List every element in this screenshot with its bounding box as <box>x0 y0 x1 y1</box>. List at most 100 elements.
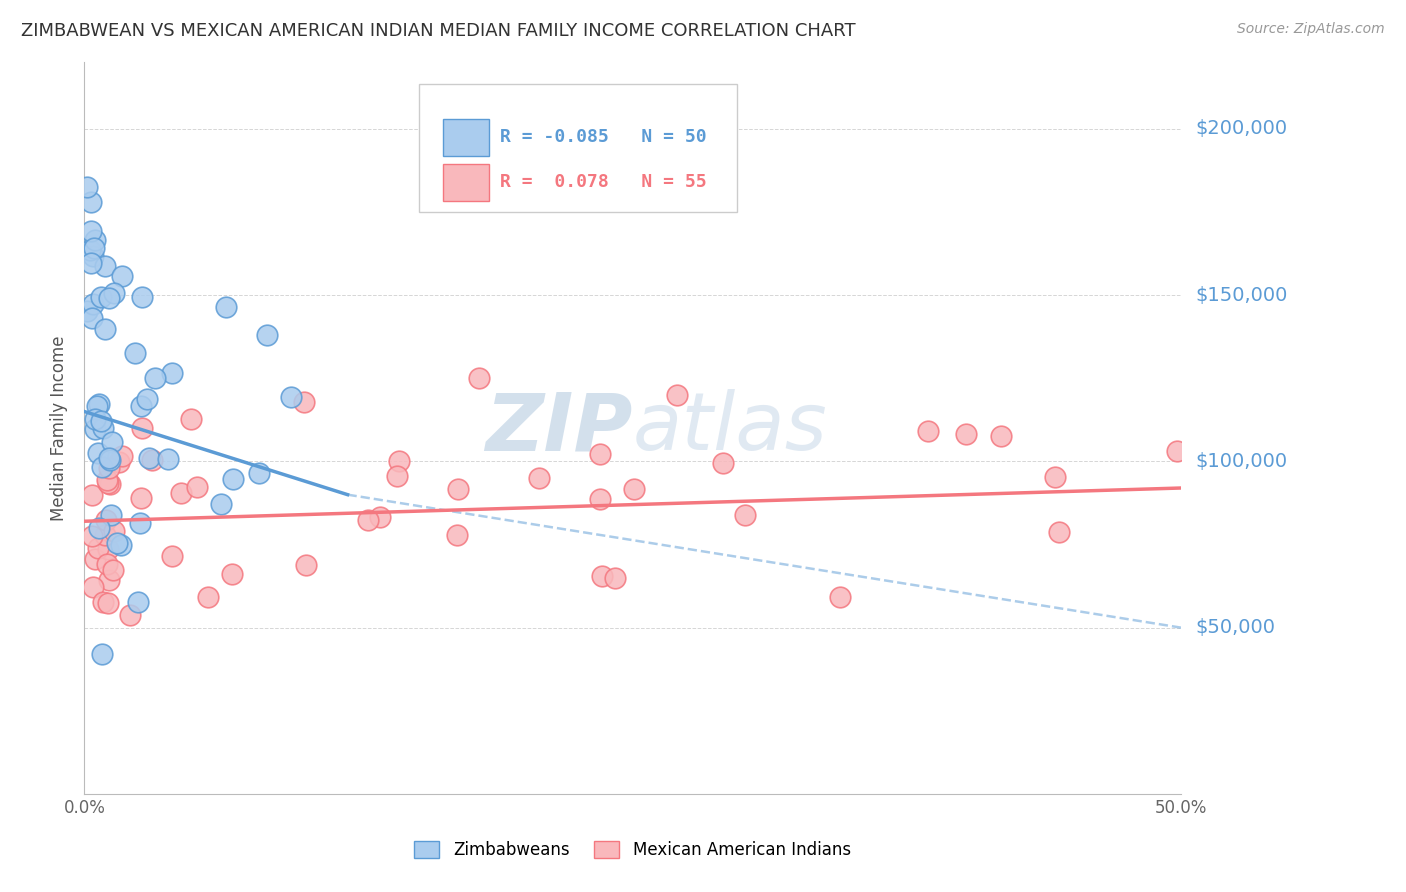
Point <box>103 286 125 301</box>
Text: Source: ZipAtlas.com: Source: ZipAtlas.com <box>1237 22 1385 37</box>
Point <box>917 424 939 438</box>
Text: R =  0.078   N = 55: R = 0.078 N = 55 <box>501 173 707 192</box>
Text: $100,000: $100,000 <box>1195 452 1286 471</box>
Point <box>82 297 104 311</box>
Point <box>101 434 124 449</box>
Point <box>446 528 468 542</box>
Point <box>107 455 129 469</box>
FancyBboxPatch shape <box>443 164 489 201</box>
Point <box>98 461 121 475</box>
Point <box>97 476 120 491</box>
Point <box>1047 524 1070 539</box>
Point <box>527 470 550 484</box>
Point <box>90 414 112 428</box>
Point <box>734 508 756 522</box>
Point <box>186 480 208 494</box>
Point <box>131 421 153 435</box>
Point <box>990 429 1012 443</box>
Point <box>129 516 152 530</box>
Point <box>387 469 409 483</box>
Point <box>447 483 470 497</box>
Text: ZIMBABWEAN VS MEXICAN AMERICAN INDIAN MEDIAN FAMILY INCOME CORRELATION CHART: ZIMBABWEAN VS MEXICAN AMERICAN INDIAN ME… <box>21 22 856 40</box>
Point <box>90 647 112 661</box>
Point <box>87 446 110 460</box>
Point <box>80 255 103 269</box>
Point <box>160 549 183 563</box>
Y-axis label: Median Family Income: Median Family Income <box>51 335 69 521</box>
Point <box>98 477 121 491</box>
Point <box>82 580 104 594</box>
Point <box>156 451 179 466</box>
Point <box>368 510 391 524</box>
Point <box>591 569 613 583</box>
Point <box>247 466 270 480</box>
Point <box>623 482 645 496</box>
Point <box>388 454 411 468</box>
Point <box>83 551 105 566</box>
Point <box>76 303 98 318</box>
Point <box>110 538 132 552</box>
Point <box>124 345 146 359</box>
Point <box>96 473 118 487</box>
Point <box>93 528 115 542</box>
Point <box>111 449 134 463</box>
Point <box>180 412 202 426</box>
Point <box>80 311 103 326</box>
Point <box>96 513 118 527</box>
Point <box>131 491 153 505</box>
Point <box>589 492 612 507</box>
Point <box>90 459 112 474</box>
Point <box>357 513 380 527</box>
Point <box>91 421 114 435</box>
Point <box>87 541 110 556</box>
Point <box>141 453 163 467</box>
FancyBboxPatch shape <box>443 119 489 155</box>
Point <box>1166 444 1188 458</box>
Point <box>221 566 243 581</box>
Point <box>215 301 238 315</box>
Point <box>91 595 114 609</box>
Point <box>955 427 977 442</box>
Point <box>89 521 111 535</box>
Point <box>100 508 122 522</box>
Point <box>76 179 98 194</box>
Point <box>80 194 103 209</box>
Point <box>209 497 232 511</box>
FancyBboxPatch shape <box>419 85 737 212</box>
Point <box>84 422 107 436</box>
Point <box>80 224 103 238</box>
Point <box>605 571 627 585</box>
Point <box>103 524 125 538</box>
Point <box>221 471 243 485</box>
Point <box>97 541 120 556</box>
Point <box>94 260 117 274</box>
Point <box>82 488 104 502</box>
Point <box>280 390 302 404</box>
Legend: Zimbabweans, Mexican American Indians: Zimbabweans, Mexican American Indians <box>415 840 851 859</box>
Point <box>197 590 219 604</box>
Point <box>84 233 107 247</box>
Point <box>96 558 118 572</box>
Text: atlas: atlas <box>633 389 828 467</box>
Point <box>90 290 112 304</box>
Point <box>1043 470 1066 484</box>
Point <box>131 290 153 304</box>
Point <box>94 321 117 335</box>
Point <box>87 397 110 411</box>
Point <box>292 394 315 409</box>
Point <box>468 371 491 385</box>
Point <box>589 448 612 462</box>
Point <box>84 412 107 426</box>
Point <box>101 563 124 577</box>
Point <box>138 450 160 465</box>
Point <box>256 328 278 343</box>
Point <box>828 590 851 604</box>
Point <box>83 241 105 255</box>
Point <box>105 536 128 550</box>
Point <box>98 453 121 467</box>
Point <box>97 573 120 587</box>
Text: $200,000: $200,000 <box>1195 120 1286 138</box>
Point <box>111 268 134 283</box>
Point <box>82 529 104 543</box>
Text: R = -0.085   N = 50: R = -0.085 N = 50 <box>501 128 707 146</box>
